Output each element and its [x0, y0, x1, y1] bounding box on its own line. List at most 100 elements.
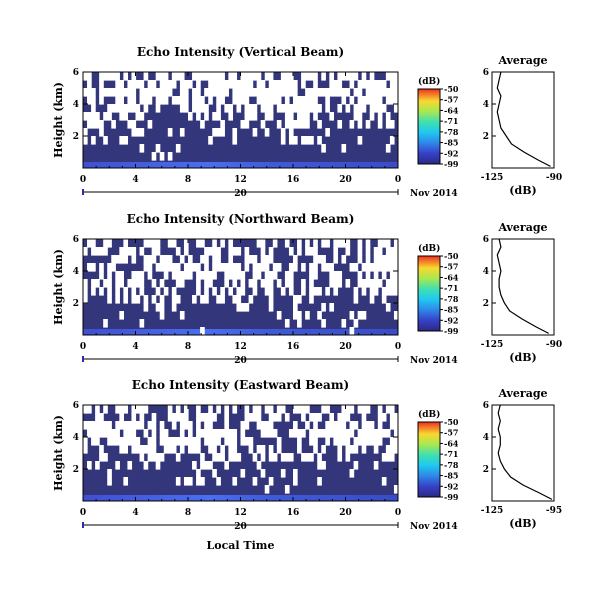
cloud-free-cell	[317, 287, 322, 296]
cloud-free-cell	[349, 421, 355, 430]
cloud-free-cell	[288, 136, 294, 145]
cloud-free-cell	[228, 287, 234, 296]
cloud-free-cell	[99, 96, 104, 105]
cloud-free-cell	[91, 96, 96, 105]
cloud-free-cell	[276, 96, 282, 105]
profile-x-tick-label: -90	[546, 173, 562, 183]
cloud-free-cell	[357, 405, 363, 414]
cloud-free-cell	[337, 453, 343, 462]
cloud-free-cell	[167, 128, 173, 137]
cloud-free-cell	[268, 445, 274, 454]
cloud-free-cell	[232, 88, 238, 97]
cloud-free-cell	[175, 453, 181, 462]
cloud-free-cell	[385, 96, 391, 105]
cloud-free-cell	[155, 287, 161, 296]
cloud-free-cell	[135, 271, 141, 280]
cloud-free-cell	[188, 437, 193, 446]
cloud-free-cell	[115, 80, 120, 89]
cloud-free-cell	[361, 429, 367, 438]
cloud-free-cell	[208, 96, 213, 105]
cloud-free-cell	[349, 469, 355, 478]
cloud-free-cell	[143, 461, 149, 470]
cloud-free-cell	[204, 247, 209, 256]
cloud-free-cell	[353, 287, 359, 296]
cloud-free-cell	[297, 405, 302, 414]
cloud-free-cell	[361, 279, 367, 288]
cloud-free-cell	[123, 477, 129, 486]
cloud-free-cell	[119, 255, 124, 264]
cloud-free-cell	[393, 311, 399, 320]
cloud-free-cell	[127, 279, 133, 288]
cloud-free-cell	[252, 263, 258, 272]
cloud-free-cell	[381, 429, 387, 438]
cloud-free-cell	[183, 263, 189, 272]
cloud-free-cell	[123, 421, 129, 430]
cloud-free-cell	[224, 88, 229, 97]
cloud-free-cell	[264, 96, 270, 105]
cloud-free-cell	[389, 437, 395, 446]
cloud-free-cell	[313, 263, 318, 272]
cloud-free-cell	[151, 247, 157, 256]
cloud-free-cell	[131, 295, 137, 304]
date-month-year: Nov 2014	[410, 356, 458, 366]
cloud-free-cell	[260, 96, 266, 105]
cloud-free-cell	[107, 287, 112, 296]
cloud-free-cell	[83, 112, 88, 121]
cloud-free-cell	[337, 239, 343, 248]
cloud-free-cell	[167, 80, 173, 89]
cloud-free-cell	[127, 96, 133, 105]
cloud-free-cell	[171, 271, 177, 280]
cloud-free-cell	[236, 303, 242, 312]
cloud-free-cell	[196, 104, 201, 113]
cloud-free-cell	[135, 279, 141, 288]
cloud-free-cell	[252, 453, 258, 462]
cloud-free-cell	[147, 120, 153, 129]
colorbar-tick-label: -78	[444, 127, 459, 137]
cloud-free-cell	[192, 263, 197, 272]
cloud-free-cell	[119, 311, 124, 320]
cloud-free-cell	[236, 271, 242, 280]
colorbar-tick-label: -50	[444, 84, 459, 94]
cloud-free-cell	[159, 96, 165, 105]
cloud-free-cell	[337, 429, 343, 438]
cloud-free-cell	[163, 287, 169, 296]
cloud-free-cell	[240, 72, 246, 81]
cloud-free-cell	[381, 104, 387, 113]
cloud-free-cell	[256, 72, 262, 81]
cloud-free-cell	[179, 413, 185, 422]
cloud-free-cell	[305, 239, 310, 248]
cloud-free-cell	[293, 477, 298, 486]
cloud-free-cell	[183, 437, 189, 446]
cloud-free-cell	[200, 461, 205, 470]
cloud-free-cell	[361, 413, 367, 422]
cloud-free-cell	[107, 421, 112, 430]
y-tick-label: 6	[73, 68, 79, 78]
y-tick-label: 6	[73, 401, 79, 411]
cloud-free-cell	[159, 437, 165, 446]
cloud-free-cell	[393, 247, 399, 256]
cloud-free-cell	[196, 477, 201, 486]
cloud-free-cell	[131, 445, 137, 454]
cloud-free-cell	[313, 255, 318, 264]
cloud-free-cell	[179, 88, 185, 97]
cloud-free-cell	[252, 72, 258, 81]
cloud-free-cell	[373, 287, 379, 296]
cloud-free-cell	[131, 413, 137, 422]
cloud-free-cell	[317, 453, 322, 462]
cloud-free-cell	[385, 303, 391, 312]
cloud-free-cell	[264, 104, 270, 113]
cloud-free-cell	[123, 239, 129, 248]
cloud-free-cell	[200, 477, 205, 486]
cloud-free-cell	[321, 405, 326, 414]
cloud-free-cell	[321, 255, 326, 264]
heatmap-title: Echo Intensity (Northward Beam)	[127, 212, 355, 226]
profile-y-tick-label: 6	[483, 401, 489, 411]
cloud-free-cell	[143, 405, 149, 414]
cloud-free-cell	[196, 80, 201, 89]
cloud-free-cell	[280, 469, 286, 478]
cloud-free-cell	[256, 239, 262, 248]
cloud-free-cell	[220, 429, 225, 438]
colorbar-tick-label: -50	[444, 251, 459, 261]
cloud-free-cell	[212, 239, 217, 248]
cloud-free-cell	[345, 72, 351, 81]
